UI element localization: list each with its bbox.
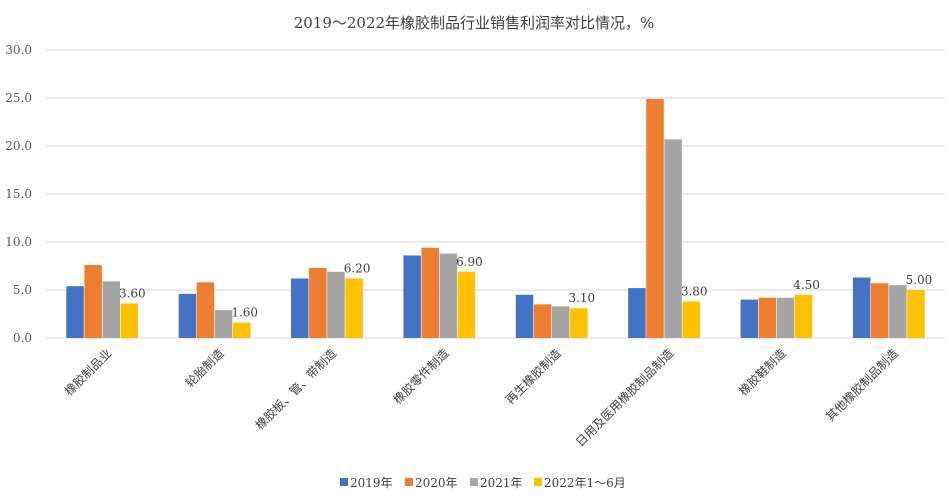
bar-4-6 [682, 301, 700, 338]
bar-2-6 [646, 98, 664, 339]
legend-swatch [470, 478, 478, 486]
x-category-label: 橡胶制品业 [61, 346, 114, 399]
legend: 2019年 2020年 2021年 2022年1～6月 [340, 476, 626, 490]
gridlines [46, 49, 945, 339]
data-label: 3.80 [681, 285, 708, 299]
legend-swatch [340, 478, 348, 486]
x-category-label: 橡胶鞋制造 [736, 346, 789, 399]
bar-4-3 [345, 278, 363, 338]
legend-label: 2021年 [480, 476, 523, 490]
y-axis-ticks: 0.0 5.0 10.0 15.0 20.0 25.0 30.0 [5, 43, 32, 345]
bar-1-4 [403, 255, 421, 338]
bar-1-2 [178, 293, 197, 338]
y-tick-label: 30.0 [5, 43, 32, 57]
bar-2-2 [196, 282, 215, 338]
data-label: 3.10 [568, 291, 595, 305]
bar-4-1 [120, 303, 139, 338]
bar-1-8 [852, 277, 871, 338]
bar-1-3 [291, 278, 309, 338]
bar-3-4 [439, 253, 458, 338]
y-tick-label: 20.0 [5, 139, 32, 153]
x-category-label: 其他橡胶制品制造 [822, 346, 900, 424]
bar-4-2 [232, 322, 251, 338]
data-label: 4.50 [793, 278, 820, 292]
x-category-label: 橡胶零件制造 [390, 346, 452, 408]
bar-1-5 [515, 294, 534, 338]
data-labels: 3.60 1.60 6.20 6.90 3.10 3.80 4.50 5.00 [119, 255, 932, 320]
legend-swatch [405, 478, 413, 486]
bar-1-7 [740, 299, 759, 338]
legend-swatch [534, 478, 542, 486]
legend-label: 2019年 [350, 476, 393, 490]
data-label: 3.60 [119, 286, 146, 300]
bar-4-7 [794, 294, 813, 338]
bar-3-7 [776, 297, 795, 338]
chart-title: 2019～2022年橡胶制品行业销售利润率对比情况，% [294, 14, 655, 32]
bar-2-8 [871, 283, 889, 338]
x-category-label: 轮胎制造 [183, 346, 227, 390]
x-category-label: 日用及医用橡胶制品制造 [572, 346, 676, 450]
bar-3-2 [214, 310, 233, 338]
bar-3-3 [327, 271, 345, 338]
bar-2-3 [309, 267, 327, 338]
y-tick-label: 0.0 [13, 331, 32, 345]
bar-3-8 [889, 285, 907, 338]
y-tick-label: 5.0 [13, 283, 32, 297]
x-category-label: 橡胶板、管、带制造 [252, 346, 339, 433]
data-label: 6.90 [456, 255, 483, 269]
bar-2-5 [533, 304, 552, 338]
bar-3-5 [551, 306, 570, 338]
bar-2-4 [421, 247, 440, 338]
bar-4-4 [457, 271, 476, 338]
legend-label: 2020年 [415, 476, 458, 490]
bar-2-1 [84, 265, 102, 338]
bar-1-1 [66, 286, 84, 338]
bar-4-8 [907, 290, 925, 338]
y-tick-label: 25.0 [5, 91, 32, 105]
y-tick-label: 15.0 [5, 187, 32, 201]
bar-4-5 [570, 308, 588, 338]
bar-1-6 [628, 288, 646, 338]
x-axis-categories: 橡胶制品业 轮胎制造 橡胶板、管、带制造 橡胶零件制造 再生橡胶制造 日用及医用橡胶制品制… [61, 346, 901, 450]
y-tick-label: 10.0 [5, 235, 32, 249]
bars [66, 98, 925, 339]
bar-2-7 [758, 297, 777, 338]
data-label: 1.60 [231, 306, 258, 320]
bar-3-6 [664, 139, 682, 338]
data-label: 6.20 [344, 261, 371, 275]
legend-label: 2022年1～6月 [544, 476, 626, 490]
x-category-label: 再生橡胶制造 [502, 346, 564, 408]
bar-3-1 [102, 281, 120, 338]
data-label: 5.00 [906, 273, 933, 287]
